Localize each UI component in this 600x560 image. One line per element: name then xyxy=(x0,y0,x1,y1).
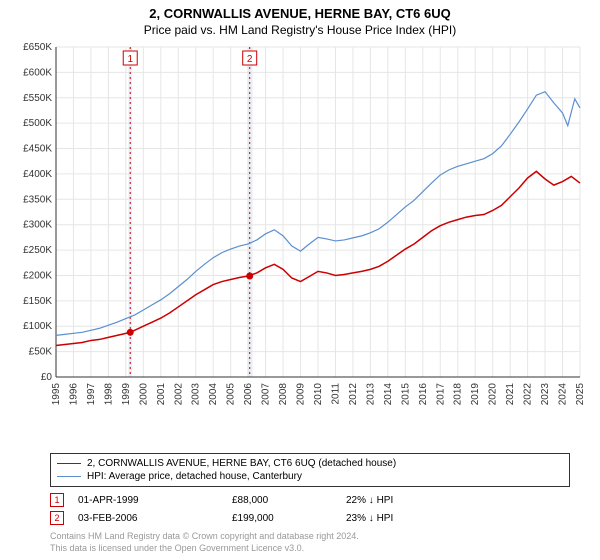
marker-date: 03-FEB-2006 xyxy=(78,513,218,524)
chart: £0 £50K £100K £150K £200K £250K £300K £350K £400… xyxy=(10,43,590,413)
svg-text:2021: 2021 xyxy=(505,383,516,406)
svg-text:£0: £0 xyxy=(41,372,53,383)
svg-text:2009: 2009 xyxy=(296,383,307,406)
legend: 2, CORNWALLIS AVENUE, HERNE BAY, CT6 6UQ… xyxy=(50,453,570,487)
svg-text:£50K: £50K xyxy=(29,347,53,358)
marker-delta: 22% ↓ HPI xyxy=(346,495,446,506)
marker-delta: 23% ↓ HPI xyxy=(346,513,446,524)
svg-text:2017: 2017 xyxy=(435,383,446,406)
svg-text:£500K: £500K xyxy=(23,118,52,129)
svg-text:£150K: £150K xyxy=(23,296,52,307)
chart-subtitle: Price paid vs. HM Land Registry's House … xyxy=(0,21,600,43)
svg-text:£100K: £100K xyxy=(23,321,52,332)
svg-text:2005: 2005 xyxy=(226,383,237,406)
svg-text:1997: 1997 xyxy=(86,383,97,406)
svg-text:2025: 2025 xyxy=(575,383,586,406)
svg-text:£650K: £650K xyxy=(23,43,52,53)
marker-price: £88,000 xyxy=(232,495,332,506)
svg-text:£400K: £400K xyxy=(23,169,52,180)
svg-text:2001: 2001 xyxy=(156,383,167,406)
svg-text:2006: 2006 xyxy=(243,383,254,406)
credit-line-2: This data is licensed under the Open Gov… xyxy=(50,543,590,555)
svg-text:£250K: £250K xyxy=(23,245,52,256)
svg-text:£300K: £300K xyxy=(23,220,52,231)
svg-text:1999: 1999 xyxy=(121,383,132,406)
svg-text:1998: 1998 xyxy=(103,383,114,406)
svg-text:£450K: £450K xyxy=(23,144,52,155)
marker-number-box: 2 xyxy=(50,511,64,525)
marker-date: 01-APR-1999 xyxy=(78,495,218,506)
svg-text:2024: 2024 xyxy=(558,383,569,406)
legend-swatch xyxy=(57,463,81,464)
svg-text:2007: 2007 xyxy=(261,383,272,406)
legend-item: 2, CORNWALLIS AVENUE, HERNE BAY, CT6 6UQ… xyxy=(57,457,563,470)
svg-text:2010: 2010 xyxy=(313,383,324,406)
svg-text:2012: 2012 xyxy=(348,383,359,406)
legend-label: 2, CORNWALLIS AVENUE, HERNE BAY, CT6 6UQ… xyxy=(87,458,396,469)
svg-text:£600K: £600K xyxy=(23,67,52,78)
svg-text:2013: 2013 xyxy=(365,383,376,406)
svg-text:1995: 1995 xyxy=(51,383,62,406)
svg-text:2022: 2022 xyxy=(523,383,534,406)
credit-line-1: Contains HM Land Registry data © Crown c… xyxy=(50,531,590,543)
svg-text:2002: 2002 xyxy=(173,383,184,406)
svg-text:2014: 2014 xyxy=(383,383,394,406)
svg-text:2000: 2000 xyxy=(138,383,149,406)
svg-text:£200K: £200K xyxy=(23,270,52,281)
legend-item: HPI: Average price, detached house, Cant… xyxy=(57,470,563,483)
svg-text:2008: 2008 xyxy=(278,383,289,406)
svg-text:2018: 2018 xyxy=(453,383,464,406)
svg-text:2020: 2020 xyxy=(488,383,499,406)
svg-text:2: 2 xyxy=(247,54,253,65)
legend-label: HPI: Average price, detached house, Cant… xyxy=(87,471,302,482)
svg-text:2004: 2004 xyxy=(208,383,219,406)
marker-number-box: 1 xyxy=(50,493,64,507)
marker-row: 1 01-APR-1999 £88,000 22% ↓ HPI xyxy=(50,493,590,507)
svg-text:2023: 2023 xyxy=(540,383,551,406)
svg-text:2011: 2011 xyxy=(330,383,341,405)
chart-svg: £0 £50K £100K £150K £200K £250K £300K £350K £400… xyxy=(10,43,590,413)
svg-text:2016: 2016 xyxy=(418,383,429,406)
svg-text:£350K: £350K xyxy=(23,194,52,205)
svg-text:2015: 2015 xyxy=(400,383,411,406)
marker-row: 2 03-FEB-2006 £199,000 23% ↓ HPI xyxy=(50,511,590,525)
credit: Contains HM Land Registry data © Crown c… xyxy=(50,531,590,554)
svg-text:2003: 2003 xyxy=(191,383,202,406)
svg-text:2019: 2019 xyxy=(470,383,481,406)
svg-text:£550K: £550K xyxy=(23,93,52,104)
marker-price: £199,000 xyxy=(232,513,332,524)
svg-text:1: 1 xyxy=(127,54,133,65)
legend-swatch xyxy=(57,476,81,477)
chart-title: 2, CORNWALLIS AVENUE, HERNE BAY, CT6 6UQ xyxy=(0,0,600,21)
svg-text:1996: 1996 xyxy=(68,383,79,406)
